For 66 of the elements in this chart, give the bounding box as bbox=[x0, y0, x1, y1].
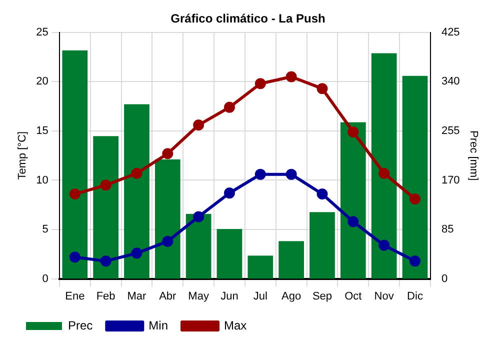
legend-label: Prec bbox=[68, 318, 93, 332]
y-tick-label: 25 bbox=[36, 26, 48, 38]
chart-title: Gráfico climático - La Push bbox=[170, 12, 326, 26]
point bbox=[224, 102, 235, 113]
point bbox=[69, 252, 80, 263]
bar bbox=[278, 241, 304, 279]
point bbox=[224, 188, 235, 199]
x-tick-label: Dic bbox=[407, 290, 424, 302]
x-tick-label: Ene bbox=[65, 290, 85, 302]
bar bbox=[62, 50, 88, 279]
point bbox=[162, 236, 174, 247]
point bbox=[286, 168, 297, 180]
point bbox=[316, 188, 328, 200]
point bbox=[348, 126, 359, 138]
bar bbox=[216, 228, 242, 279]
bar bbox=[186, 214, 212, 279]
point bbox=[100, 180, 112, 191]
y2-tick-label: 340 bbox=[441, 76, 460, 88]
x-tick-label: Mar bbox=[127, 290, 147, 302]
point bbox=[409, 193, 420, 204]
point bbox=[316, 83, 328, 94]
y-tick-label: 15 bbox=[36, 124, 48, 137]
point bbox=[69, 188, 80, 200]
x-tick-label: Jul bbox=[253, 290, 268, 302]
point bbox=[100, 256, 112, 267]
point bbox=[378, 168, 390, 179]
point bbox=[131, 168, 142, 179]
y2-tick-label: 0 bbox=[441, 272, 448, 285]
bar bbox=[340, 122, 366, 279]
legend-label: Max bbox=[224, 318, 247, 332]
y2-tick-label: 85 bbox=[441, 224, 454, 236]
y2-tick-label: 425 bbox=[441, 26, 460, 38]
bar bbox=[371, 53, 397, 279]
y-tick-label: 0 bbox=[42, 272, 48, 285]
point bbox=[162, 148, 174, 160]
bar bbox=[154, 159, 180, 279]
bar bbox=[93, 136, 118, 279]
bar bbox=[248, 256, 274, 279]
point bbox=[409, 256, 420, 267]
x-tick-label: Abr bbox=[159, 290, 177, 302]
point bbox=[348, 216, 359, 228]
point bbox=[254, 78, 266, 90]
y2-axis-title: Prec [mm] bbox=[467, 130, 480, 181]
y2-tick-label: 255 bbox=[441, 124, 460, 137]
x-tick-label: Oct bbox=[344, 290, 362, 302]
x-tick-label: Feb bbox=[96, 290, 116, 302]
point bbox=[286, 71, 297, 82]
legend-label: Min bbox=[148, 318, 168, 332]
x-tick-label: Ago bbox=[282, 290, 302, 302]
bar bbox=[402, 76, 428, 279]
x-tick-label: May bbox=[188, 290, 210, 302]
bar bbox=[310, 212, 335, 279]
point bbox=[193, 120, 204, 131]
point bbox=[254, 168, 266, 180]
y-tick-label: 10 bbox=[36, 174, 48, 186]
point bbox=[193, 211, 204, 222]
y-tick-label: 20 bbox=[36, 76, 48, 88]
y-tick-label: 5 bbox=[42, 224, 48, 236]
y2-tick-label: 170 bbox=[441, 174, 460, 186]
x-tick-label: Jun bbox=[220, 290, 238, 302]
x-tick-label: Sep bbox=[312, 290, 332, 302]
x-tick-label: Nov bbox=[374, 290, 394, 302]
point bbox=[131, 248, 142, 259]
y-axis-title: Temp [°C] bbox=[16, 131, 29, 180]
bar bbox=[124, 104, 150, 279]
point bbox=[378, 240, 390, 251]
